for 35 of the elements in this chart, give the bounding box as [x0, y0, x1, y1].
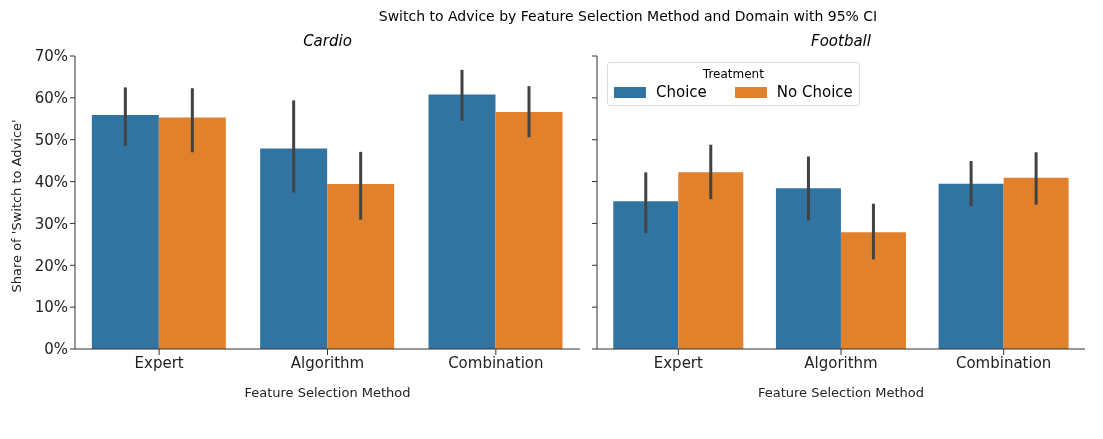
y-tick-label: 0% — [44, 340, 68, 359]
bar — [327, 184, 395, 349]
x-axis-title: Feature Selection Method — [757, 385, 925, 400]
y-tick-label: 60% — [34, 89, 68, 108]
x-tick-label: Algorithm — [804, 353, 878, 372]
y-tick-label: 70% — [34, 47, 68, 66]
y-tick-label: 50% — [34, 131, 68, 150]
legend-label: No Choice — [775, 83, 853, 101]
x-axis-title: Feature Selection Method — [244, 385, 411, 400]
bar — [613, 201, 679, 349]
y-tick-label: 10% — [34, 298, 68, 317]
bar — [428, 94, 496, 349]
x-tick-label: Expert — [134, 353, 184, 372]
y-tick-label: 40% — [34, 172, 68, 191]
chart-subtitle: Cardio — [302, 32, 353, 50]
y-tick-label: 20% — [34, 256, 68, 275]
x-tick-label: Algorithm — [290, 353, 365, 372]
y-axis-title: Share of 'Switch to Advice' — [8, 119, 24, 293]
x-tick-label: Combination — [955, 353, 1052, 372]
bar — [158, 117, 226, 349]
x-tick-label: Combination — [448, 353, 544, 372]
chart-subtitle: Football — [810, 32, 872, 50]
bar — [775, 188, 841, 349]
legend-title: Treatment — [701, 67, 765, 81]
bar — [260, 148, 328, 349]
bar — [938, 183, 1004, 349]
bar — [1003, 177, 1069, 349]
x-tick-label: Expert — [653, 353, 704, 372]
legend-label: Choice — [655, 83, 707, 101]
bar — [495, 112, 563, 349]
y-tick-label: 30% — [34, 214, 68, 233]
bar — [678, 172, 744, 349]
bar — [91, 115, 159, 349]
text: Switch to Advice by Feature Selection Method and Domain with 95% CI — [377, 8, 879, 24]
bar — [840, 232, 906, 349]
